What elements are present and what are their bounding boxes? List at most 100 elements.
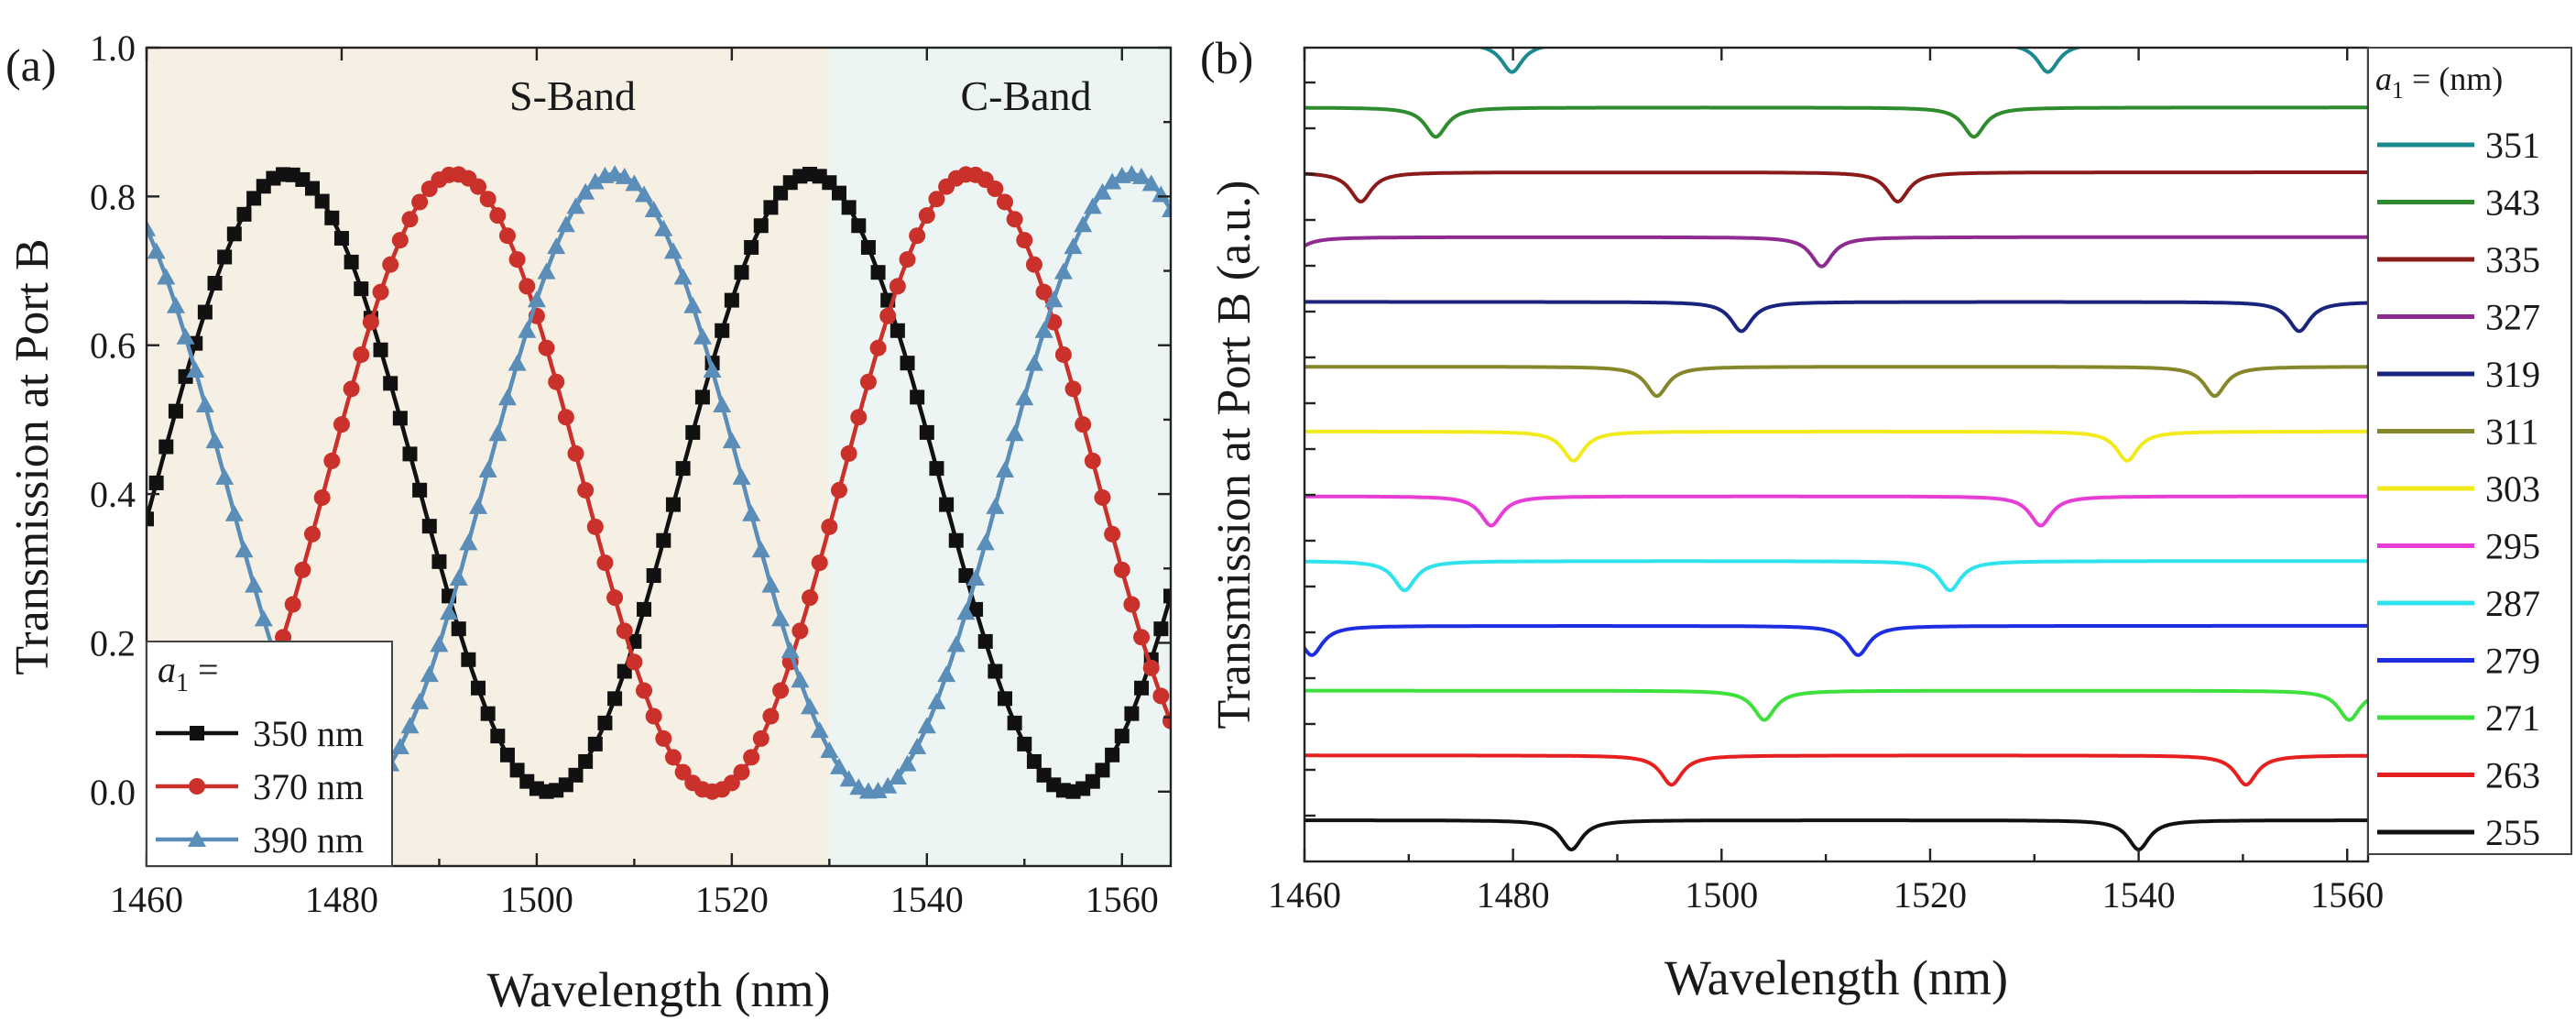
marker-square (226, 226, 242, 242)
marker-square (190, 726, 204, 740)
marker-circle (674, 763, 692, 781)
legend-label-327: 327 (2485, 297, 2540, 338)
x-tick-label: 1560 (2310, 874, 2384, 916)
marker-triangle (585, 172, 605, 190)
y-tick-label: 0.0 (90, 772, 136, 813)
y-tick-label: 0.4 (90, 474, 136, 515)
marker-square (890, 323, 905, 338)
marker-triangle (1103, 172, 1122, 190)
marker-circle (918, 207, 935, 225)
series-line-295 (1304, 494, 2368, 528)
marker-square (1017, 736, 1032, 751)
legend-label: 350 nm (253, 713, 364, 754)
marker-triangle (956, 603, 976, 620)
marker-triangle (186, 361, 205, 378)
marker-triangle (625, 174, 644, 192)
marker-circle (489, 207, 507, 225)
marker-triangle (518, 321, 537, 338)
marker-circle (1152, 687, 1170, 705)
marker-circle (304, 525, 322, 543)
marker-triangle (556, 215, 575, 233)
marker-square (977, 633, 993, 649)
marker-triangle (215, 467, 235, 485)
marker-circle (899, 251, 916, 269)
legend-label-311: 311 (2485, 411, 2539, 453)
series-311 (1304, 365, 2368, 399)
marker-triangle (410, 692, 430, 709)
marker-circle (333, 416, 350, 433)
legend-label-279: 279 (2485, 641, 2540, 682)
marker-triangle (400, 717, 420, 734)
marker-circle (1064, 380, 1082, 398)
marker-square (1163, 588, 1171, 604)
marker-triangle (742, 504, 761, 521)
series-line-327 (1304, 235, 2368, 269)
series-335 (1304, 170, 2368, 204)
marker-triangle (683, 296, 703, 313)
marker-square (471, 680, 486, 696)
marker-circle (791, 622, 809, 640)
marker-square (451, 621, 466, 637)
marker-square (383, 376, 398, 391)
marker-triangle (917, 717, 936, 734)
legend-label-303: 303 (2485, 468, 2540, 510)
marker-square (910, 389, 925, 405)
marker-circle (323, 452, 341, 469)
marker-triangle (1132, 167, 1152, 184)
marker-triangle (703, 361, 722, 378)
marker-circle (733, 763, 750, 781)
marker-circle (1006, 211, 1023, 228)
marker-triangle (245, 576, 264, 593)
series-279 (1304, 623, 2368, 657)
marker-triangle (147, 242, 166, 259)
marker-square (1105, 747, 1120, 762)
marker-square (421, 519, 437, 534)
series-287 (1304, 559, 2368, 593)
marker-square (217, 249, 233, 265)
marker-square (236, 206, 252, 222)
x-tick-label: 1460 (1268, 874, 1341, 916)
marker-triangle (888, 767, 907, 784)
panel-a: S-Band C-Band 1460 1480 1500 1520 1540 1560 0.0 0… (5, 27, 1173, 1017)
marker-triangle (966, 569, 986, 587)
series-263 (1304, 753, 2368, 787)
marker-triangle (751, 541, 770, 558)
marker-triangle (986, 497, 1005, 514)
marker-triangle (946, 635, 966, 653)
x-tick-label: 1500 (500, 879, 573, 920)
marker-triangle (166, 296, 185, 313)
series-line-311 (1304, 365, 2368, 399)
marker-circle (928, 191, 945, 208)
marker-circle (723, 774, 740, 792)
x-tick-label: 1500 (1685, 874, 1758, 916)
marker-circle (508, 251, 526, 269)
marker-triangle (430, 635, 449, 653)
marker-triangle (1005, 424, 1024, 442)
legend-label-295: 295 (2485, 526, 2540, 567)
marker-triangle (761, 576, 780, 593)
marker-square (656, 532, 671, 548)
series-line-271 (1304, 688, 2368, 722)
marker-triangle (673, 268, 693, 285)
marker-triangle (488, 424, 508, 442)
marker-triangle (566, 197, 585, 214)
y-tick-label: 1.0 (90, 27, 136, 69)
marker-square (870, 265, 886, 280)
legend-box (146, 641, 393, 867)
marker-triangle (820, 741, 839, 759)
marker-square (753, 218, 769, 234)
marker-triangle (459, 533, 478, 551)
marker-square (694, 389, 710, 405)
marker-square (968, 601, 984, 617)
band-label-c: C-Band (960, 72, 1091, 119)
series-303 (1304, 429, 2368, 463)
marker-square (744, 239, 759, 255)
marker-circle (889, 278, 906, 295)
marker-triangle (235, 541, 254, 558)
marker-triangle (254, 609, 273, 627)
marker-square (412, 482, 428, 498)
legend-label-263: 263 (2485, 755, 2540, 796)
marker-circle (1094, 488, 1111, 506)
series-295 (1304, 494, 2368, 528)
